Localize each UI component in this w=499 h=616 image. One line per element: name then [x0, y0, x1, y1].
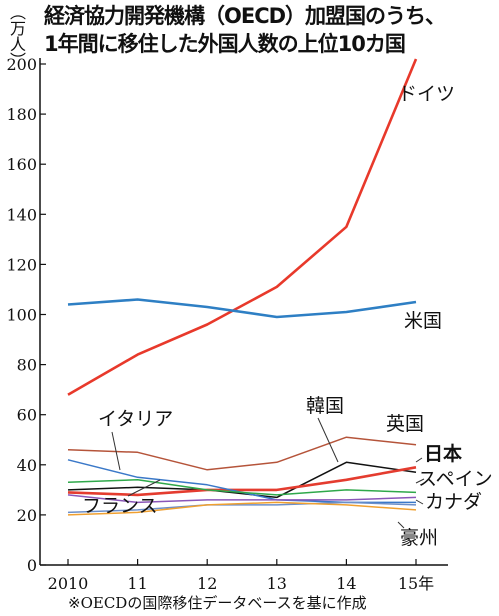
y-tick-label: 200: [6, 55, 37, 74]
x-tick-label: 12: [197, 574, 217, 593]
y-tick-label: 140: [6, 205, 37, 224]
series-line-e38395e383a9e383b3e382b9: [67, 501, 417, 514]
y-tick-label: 0: [27, 556, 37, 575]
leader-line: [317, 417, 339, 463]
x-tick-label: 2010: [48, 574, 89, 593]
y-tick-label: 60: [17, 406, 37, 425]
leader-line: [415, 499, 424, 505]
y-tick-label: 20: [17, 506, 37, 525]
source-note: ※OECDの国際移住データベースを基に作成: [68, 594, 367, 612]
chart-title-line-1: 経済協力開発機構（OECD）加盟国のうち、: [44, 4, 446, 28]
series-lines: [67, 58, 418, 516]
series-label-e38395e383a9e383b3e382b9: フランス: [82, 495, 158, 517]
leader-line: [127, 479, 161, 497]
series-line-e382b9e3839ae382a4e383b3: [67, 479, 417, 496]
series-label-e38389e382a4e38384: ドイツ: [398, 83, 455, 105]
series-line-e697a5e69cac: [67, 466, 417, 497]
y-tick-label: 160: [6, 155, 37, 174]
series-line-e8b1aae5b79e: [67, 501, 417, 516]
series-line-e382abe3838ae38380: [67, 494, 417, 504]
series-label-e8b1aae5b79e: 豪州: [400, 527, 438, 549]
series-label-e99f93e59bbd: 韓国: [306, 395, 344, 417]
x-tick-label: 14: [336, 574, 356, 593]
series-label-e7b1b3e59bbd: 米国: [404, 310, 442, 332]
series-label-e382b9e3839ae382a4e383b3: スペイン: [418, 468, 493, 490]
series-label-e88bb1e59bbd: 英国: [386, 413, 424, 435]
series-line-e88bb1e59bbd: [67, 436, 417, 471]
y-tick-label: 80: [17, 356, 37, 375]
y-tick-label: 120: [6, 255, 37, 274]
series-label-e697a5e69cac: 日本: [424, 442, 462, 465]
leader-line: [415, 478, 425, 484]
chart-axes: 0 20 40 60 80 100 120 140 160 180 200 2010 11 12 13 14 1…: [6, 55, 448, 593]
series-line-e7b1b3e59bbd: [67, 298, 417, 319]
leader-line: [397, 521, 405, 529]
series-label-e382a4e382bfe383aae382a2: イタリア: [98, 408, 173, 430]
leader-line: [111, 431, 121, 471]
x-tick-label: 15年: [398, 574, 434, 593]
series-line-e38389e382a4e38384: [67, 58, 418, 396]
y-axis-unit-label: （万人）: [7, 4, 26, 68]
y-tick-label: 180: [6, 105, 37, 124]
series-label-e382abe3838ae38380: カナダ: [425, 491, 482, 513]
series-line-e99f93e59bbd: [67, 461, 417, 499]
leader-line: [415, 457, 423, 463]
label-connectors: [111, 417, 425, 529]
chart-title-line-2: 1年間に移住した外国人数の上位10カ国: [44, 32, 406, 56]
y-tick-label: 40: [17, 456, 37, 475]
y-tick-label: 100: [6, 306, 37, 325]
x-tick-label: 13: [267, 574, 287, 593]
x-tick-label: 11: [127, 574, 147, 593]
